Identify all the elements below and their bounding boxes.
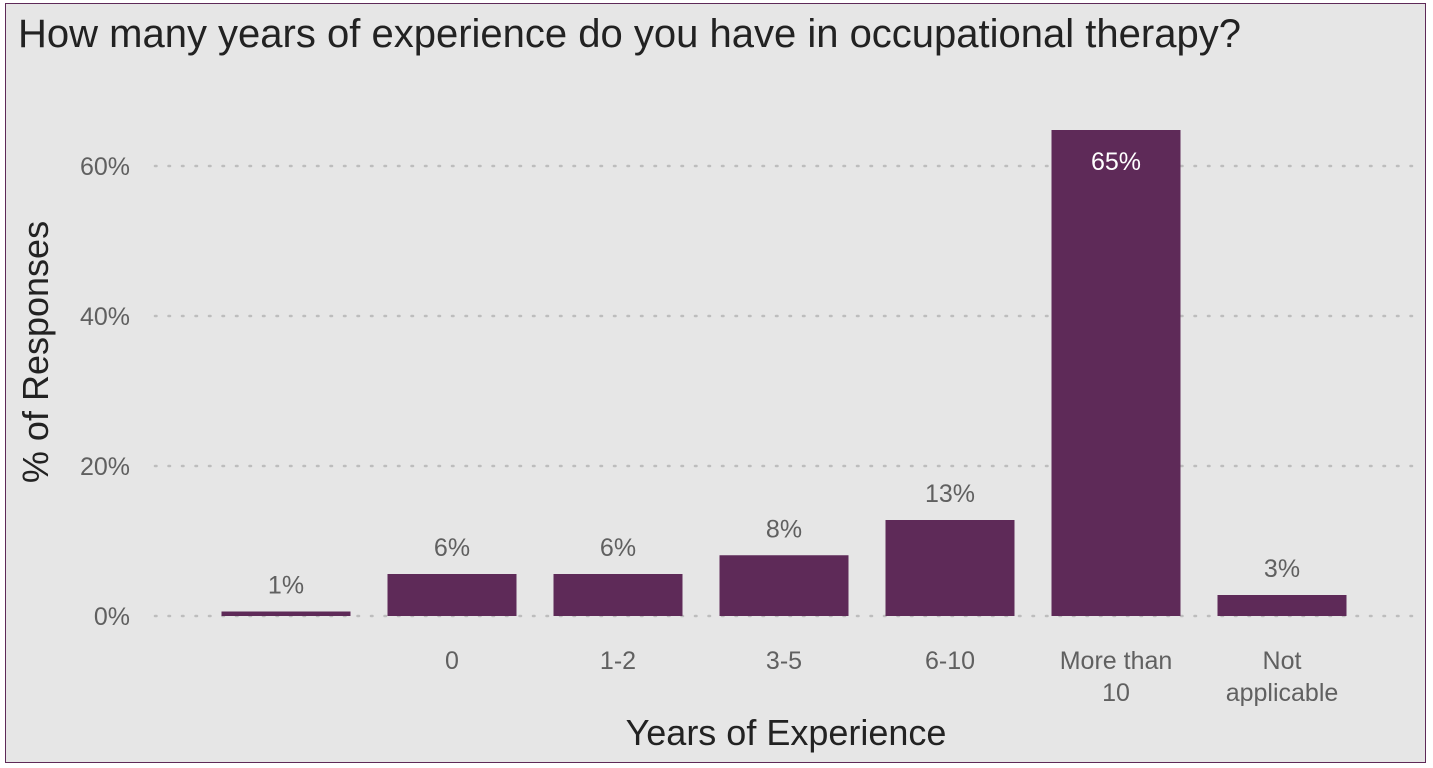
- data-label: 6%: [600, 534, 636, 562]
- x-tick-label: 0: [445, 647, 459, 675]
- x-axis-label: Years of Experience: [626, 712, 947, 753]
- chart-frame: [5, 3, 1426, 763]
- bar: [885, 520, 1015, 616]
- x-tick-label: Not: [1263, 647, 1302, 675]
- data-label: 8%: [766, 515, 802, 543]
- data-label: 13%: [925, 480, 975, 508]
- bar: [1217, 595, 1347, 616]
- x-tick-label: 10: [1102, 679, 1130, 707]
- y-tick-label: 40%: [80, 303, 130, 331]
- x-tick-label: More than: [1060, 647, 1173, 675]
- data-label: 1%: [268, 572, 304, 600]
- data-label: 3%: [1264, 555, 1300, 583]
- bar: [553, 574, 683, 616]
- y-tick-label: 20%: [80, 453, 130, 481]
- y-axis-label: % of Responses: [15, 221, 56, 483]
- x-tick-label: 6-10: [925, 647, 975, 675]
- y-tick-label: 60%: [80, 153, 130, 181]
- data-label: 65%: [1091, 148, 1141, 176]
- y-tick-label: 0%: [94, 603, 130, 631]
- x-tick-label: 3-5: [766, 647, 802, 675]
- data-label: 6%: [434, 534, 470, 562]
- x-tick-label: 1-2: [600, 647, 636, 675]
- bar: [221, 611, 351, 616]
- bar: [719, 555, 849, 616]
- x-tick-label: applicable: [1226, 679, 1339, 707]
- chart-title: How many years of experience do you have…: [18, 12, 1241, 56]
- bar: [1051, 130, 1181, 616]
- bar: [387, 574, 517, 616]
